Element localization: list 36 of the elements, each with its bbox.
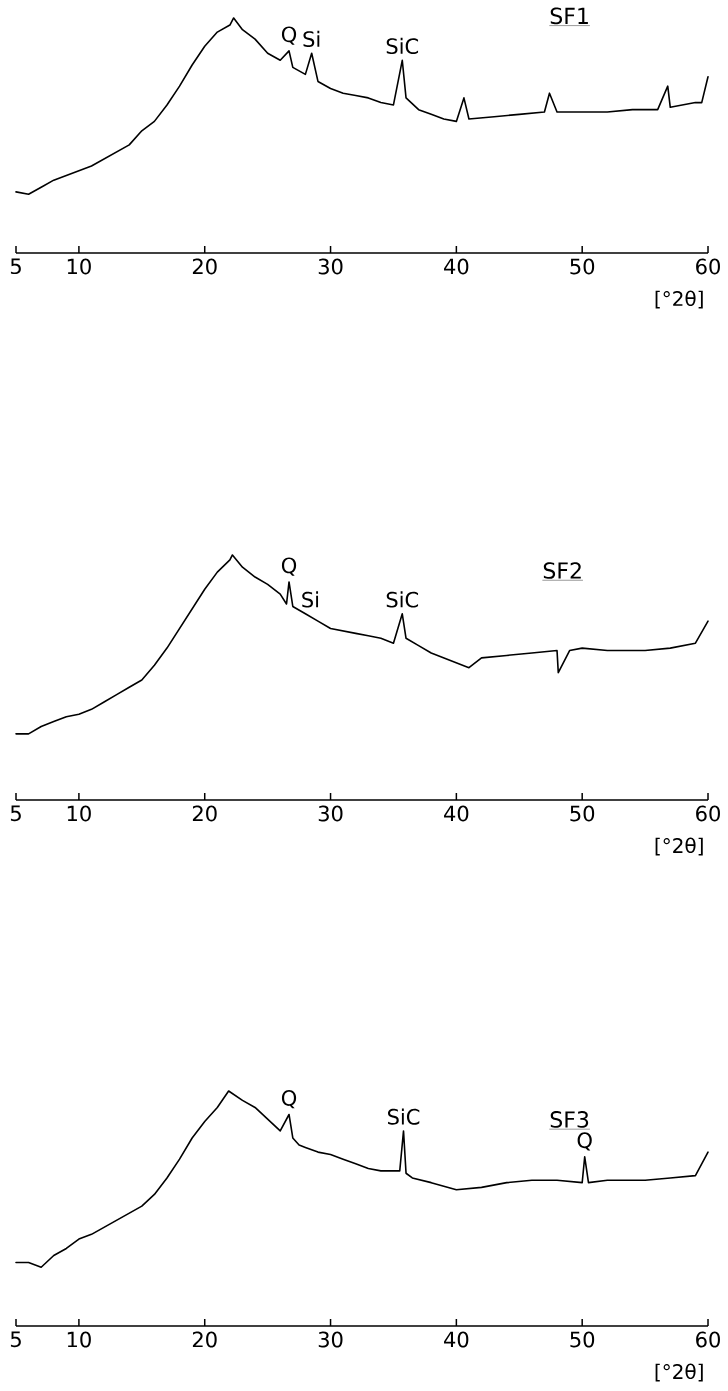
text: SF3 — [550, 1111, 589, 1128]
annotation: Q — [281, 1090, 297, 1109]
annotation: SiC — [386, 591, 419, 608]
x-tick-label: 5 — [10, 805, 21, 822]
annotation: Q — [281, 557, 297, 576]
x-tick-label: 30 — [318, 805, 343, 822]
x-tick-label: 20 — [192, 1331, 217, 1348]
x-tick-label: 10 — [67, 805, 91, 822]
x-axis-title: [°2θ] — [655, 290, 703, 309]
annotation: SiC — [386, 37, 419, 55]
x-tick-label: 30 — [318, 258, 343, 275]
x-tick-label: 60 — [696, 258, 720, 275]
x-axis-title: [°2θ] — [655, 837, 703, 856]
annotation: Q — [281, 26, 297, 45]
x-tick-label: 50 — [570, 258, 595, 275]
x-axis-title: [°2θ] — [655, 1363, 703, 1382]
annotation: Si — [302, 591, 319, 608]
x-tick-label: 50 — [570, 805, 595, 822]
x-tick-label: 30 — [318, 1331, 343, 1348]
annotation: Si — [303, 30, 320, 48]
x-tick-label: 10 — [67, 1331, 91, 1348]
x-tick-label: 10 — [67, 258, 91, 275]
chart-title: SF1 — [550, 7, 588, 25]
x-tick-label: 50 — [570, 1331, 595, 1348]
x-tick-label: 40 — [444, 805, 469, 822]
x-tick-label: 5 — [10, 1331, 21, 1348]
annotation: Q — [577, 1132, 592, 1151]
x-tick-label: 20 — [192, 805, 217, 822]
annotation: SiC — [387, 1108, 420, 1125]
x-tick-label: 60 — [696, 1331, 720, 1348]
x-tick-label: 60 — [696, 805, 720, 822]
x-tick-label: 40 — [444, 1331, 469, 1348]
chart-title: SF2 — [543, 562, 581, 579]
x-tick-label: 20 — [192, 258, 217, 275]
x-tick-label: 5 — [10, 258, 21, 275]
x-tick-label: 40 — [444, 258, 469, 275]
